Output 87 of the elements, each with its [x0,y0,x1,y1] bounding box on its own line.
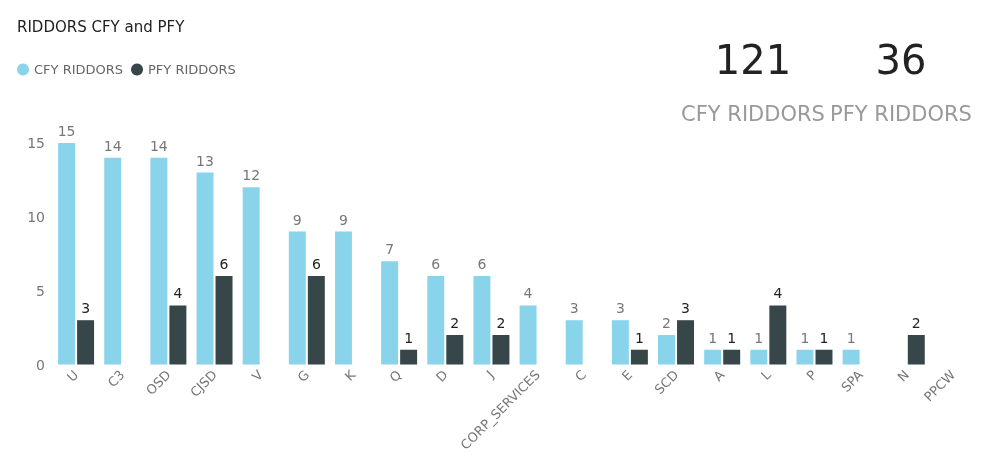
text: PFY RIDDORS [830,101,972,126]
bar [334,231,352,365]
data-label: 2 [450,314,460,331]
bar [215,275,233,365]
bar [58,143,76,365]
bar [658,334,676,365]
bar [446,334,464,365]
data-label: 2 [496,314,506,331]
x-tick-label: C3 [104,367,128,391]
bar [796,349,814,365]
data-label: 2 [662,314,671,331]
data-label: 1 [708,329,718,346]
data-label: 4 [523,285,533,302]
data-label: 3 [569,300,579,317]
data-label: 1 [846,329,856,346]
bar [723,349,741,365]
data-label: 1 [754,329,764,346]
bar [196,172,214,365]
bar [704,349,722,365]
bar [381,261,399,365]
bar [169,305,187,365]
bar [150,157,168,365]
data-label: 9 [292,211,302,228]
data-label: 6 [431,255,441,272]
x-tick-label: D [432,367,451,385]
bar [77,320,95,365]
bar [611,320,629,365]
data-label: 9 [339,211,348,228]
data-label: 4 [173,285,183,302]
text: CFY RIDDORS [681,101,825,126]
bar [565,320,583,365]
bar [104,157,122,365]
text: 121 [714,37,792,83]
data-label: 14 [149,137,168,154]
bar [630,349,648,365]
y-tick-label: 10 [27,208,45,225]
bar [815,349,833,365]
y-tick-label: 5 [36,282,45,299]
text: 36 [875,37,927,83]
y-tick-label: 15 [27,135,45,151]
bar [473,275,491,365]
data-label: 4 [773,285,783,302]
bar [288,231,306,365]
data-label: 6 [477,255,487,272]
x-tick-label: L [757,366,775,383]
data-label: 1 [800,329,810,346]
x-tick-label: Q [386,367,405,386]
bar [307,275,325,365]
data-label: 1 [404,329,414,346]
data-label: 1 [727,329,737,346]
x-tick-label: E [618,367,636,384]
data-label: 6 [311,255,321,272]
data-label: 12 [242,167,261,184]
data-label: 7 [385,241,395,258]
bar [750,349,768,365]
data-label: 3 [681,300,690,317]
bar [519,305,537,365]
data-label: 6 [219,255,229,272]
data-label: 13 [196,152,214,169]
data-label: 1 [634,329,644,346]
chart-title: RIDDORS CFY and PFY [17,17,186,36]
data-label: 2 [911,314,921,331]
bar [242,187,260,365]
bar [492,334,510,365]
x-tick-label: V [249,367,267,385]
x-tick-label: SPA [838,367,867,395]
bar [907,334,925,365]
bar [427,275,445,365]
x-tick-label: G [294,367,313,385]
x-tick-label: P [803,367,820,384]
data-label: 3 [615,300,625,317]
x-tick-label: A [710,367,728,385]
x-tick-label: N [894,367,913,385]
legend-label: PFY RIDDORS [148,62,236,77]
data-label: 14 [103,137,122,154]
bar [400,349,418,365]
x-tick-label: U [64,367,82,385]
bar [842,349,860,365]
x-tick-label: K [341,366,359,384]
bar [769,305,787,365]
data-label: 1 [819,329,829,346]
legend-label: CFY RIDDORS [34,62,124,77]
x-tick-label: C [572,367,590,385]
data-label: 3 [81,300,91,317]
bar [677,320,695,365]
data-label: 15 [57,123,76,139]
y-tick-label: 0 [36,356,45,373]
